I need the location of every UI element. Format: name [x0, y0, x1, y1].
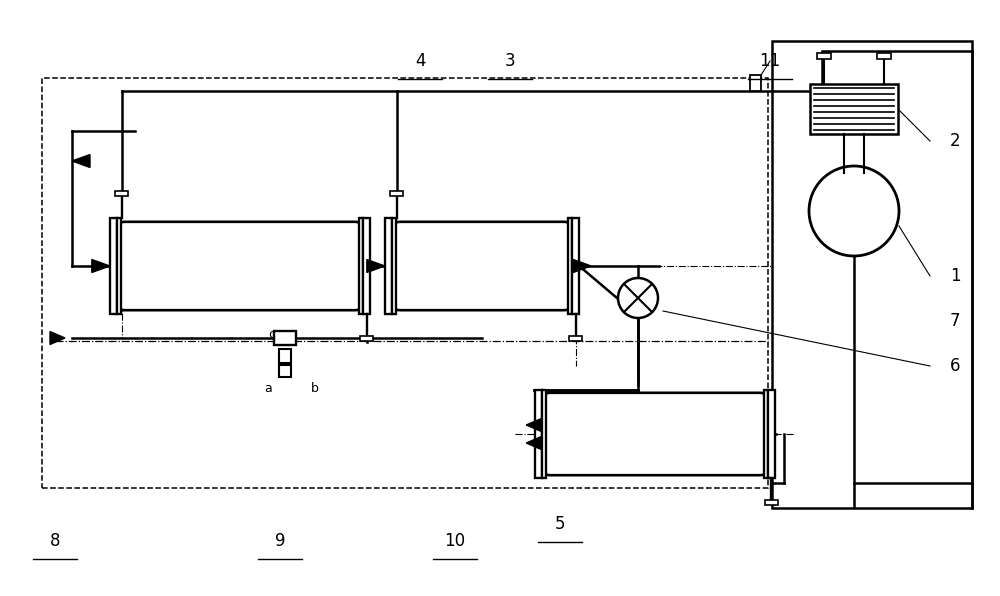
- Text: b: b: [311, 381, 319, 395]
- Bar: [750, 75, 761, 91]
- Polygon shape: [92, 259, 110, 272]
- Bar: [542, 390, 546, 478]
- Bar: [42, 78, 768, 488]
- Text: 6: 6: [950, 357, 960, 375]
- Polygon shape: [72, 154, 90, 167]
- Bar: [360, 336, 373, 341]
- Text: 2: 2: [950, 132, 960, 150]
- Bar: [115, 191, 128, 196]
- Polygon shape: [573, 259, 591, 272]
- Bar: [392, 218, 396, 313]
- Bar: [535, 390, 542, 478]
- Text: 9: 9: [275, 532, 285, 550]
- FancyBboxPatch shape: [392, 222, 572, 310]
- Bar: [390, 191, 403, 196]
- Bar: [110, 218, 117, 313]
- Bar: [359, 218, 363, 313]
- Polygon shape: [367, 259, 385, 272]
- Circle shape: [618, 278, 658, 318]
- FancyBboxPatch shape: [542, 393, 768, 475]
- Bar: [385, 218, 392, 313]
- Polygon shape: [50, 331, 65, 344]
- Text: 7: 7: [950, 312, 960, 330]
- Bar: [764, 390, 768, 478]
- Bar: [768, 390, 775, 478]
- Text: a: a: [264, 381, 272, 395]
- Text: 8: 8: [50, 532, 60, 550]
- Polygon shape: [526, 436, 541, 449]
- Bar: [877, 53, 891, 59]
- Text: 5: 5: [555, 515, 565, 533]
- Bar: [817, 53, 831, 59]
- Text: 3: 3: [505, 52, 515, 70]
- Bar: [765, 499, 778, 505]
- Text: 1: 1: [950, 267, 960, 285]
- Bar: [117, 218, 121, 313]
- Bar: [279, 365, 291, 377]
- Bar: [363, 218, 370, 313]
- Bar: [568, 218, 572, 313]
- Bar: [572, 218, 579, 313]
- Bar: [810, 84, 898, 134]
- Text: 11: 11: [759, 52, 781, 70]
- Bar: [772, 41, 972, 508]
- Polygon shape: [526, 418, 541, 432]
- Text: c: c: [268, 327, 276, 340]
- Circle shape: [809, 166, 899, 256]
- Bar: [279, 349, 291, 363]
- Bar: [569, 336, 582, 341]
- FancyBboxPatch shape: [117, 222, 363, 310]
- Text: 4: 4: [415, 52, 425, 70]
- Bar: [274, 331, 296, 345]
- Text: 10: 10: [444, 532, 466, 550]
